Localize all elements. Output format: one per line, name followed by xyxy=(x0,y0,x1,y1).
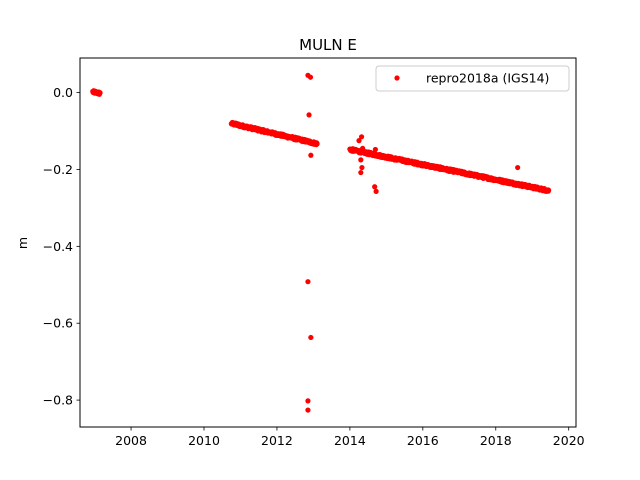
y-tick-label: −0.2 xyxy=(43,162,73,177)
data-point-outlier xyxy=(372,146,379,153)
legend-label: repro2018a (IGS14) xyxy=(426,71,549,86)
data-point-outlier xyxy=(356,138,362,144)
x-tick-label: 2010 xyxy=(188,433,220,448)
y-tick-label: 0.0 xyxy=(53,85,73,100)
x-tick-label: 2016 xyxy=(407,433,439,448)
data-point-outlier xyxy=(307,74,314,80)
x-tick-label: 2020 xyxy=(553,433,585,448)
data-point xyxy=(97,90,103,96)
x-tick-label: 2014 xyxy=(334,433,366,448)
legend-marker xyxy=(394,75,400,81)
y-axis-label: m xyxy=(15,237,30,249)
data-point xyxy=(314,141,320,147)
data-point-outlier xyxy=(305,398,311,404)
y-tick-label: −0.4 xyxy=(43,239,73,254)
data-point-outlier xyxy=(360,145,366,151)
y-tick-label: −0.8 xyxy=(43,393,73,408)
axes-frame xyxy=(79,57,577,428)
x-tick-label: 2012 xyxy=(261,433,293,448)
data-point-outlier xyxy=(305,407,311,413)
y-tick-label: −0.6 xyxy=(43,316,73,331)
legend: repro2018a (IGS14) xyxy=(375,65,570,92)
data-point xyxy=(546,187,552,193)
data-point-outlier xyxy=(358,157,364,163)
data-point-outlier xyxy=(358,134,365,140)
plot-area xyxy=(79,57,577,428)
data-point-outlier xyxy=(358,169,364,176)
x-tick-label: 2008 xyxy=(115,433,147,448)
data-point-outlier xyxy=(373,188,379,194)
y-axis: 0.0 −0.2 −0.4 −0.6 −0.8 xyxy=(43,85,80,408)
data-point-outlier xyxy=(372,184,378,190)
data-point-outlier xyxy=(359,164,365,171)
data-points xyxy=(90,72,552,413)
x-tick-label: 2018 xyxy=(480,433,512,448)
data-point-outlier xyxy=(308,152,314,158)
chart-title: MULN E xyxy=(299,36,357,54)
x-axis: 2008 2010 2012 2014 2016 2018 2020 xyxy=(115,427,585,448)
data-point-outlier xyxy=(515,164,521,171)
data-point-outlier xyxy=(306,112,312,118)
data-point-outlier xyxy=(308,334,314,341)
legend-box xyxy=(375,65,570,92)
data-point-outlier xyxy=(305,279,311,285)
